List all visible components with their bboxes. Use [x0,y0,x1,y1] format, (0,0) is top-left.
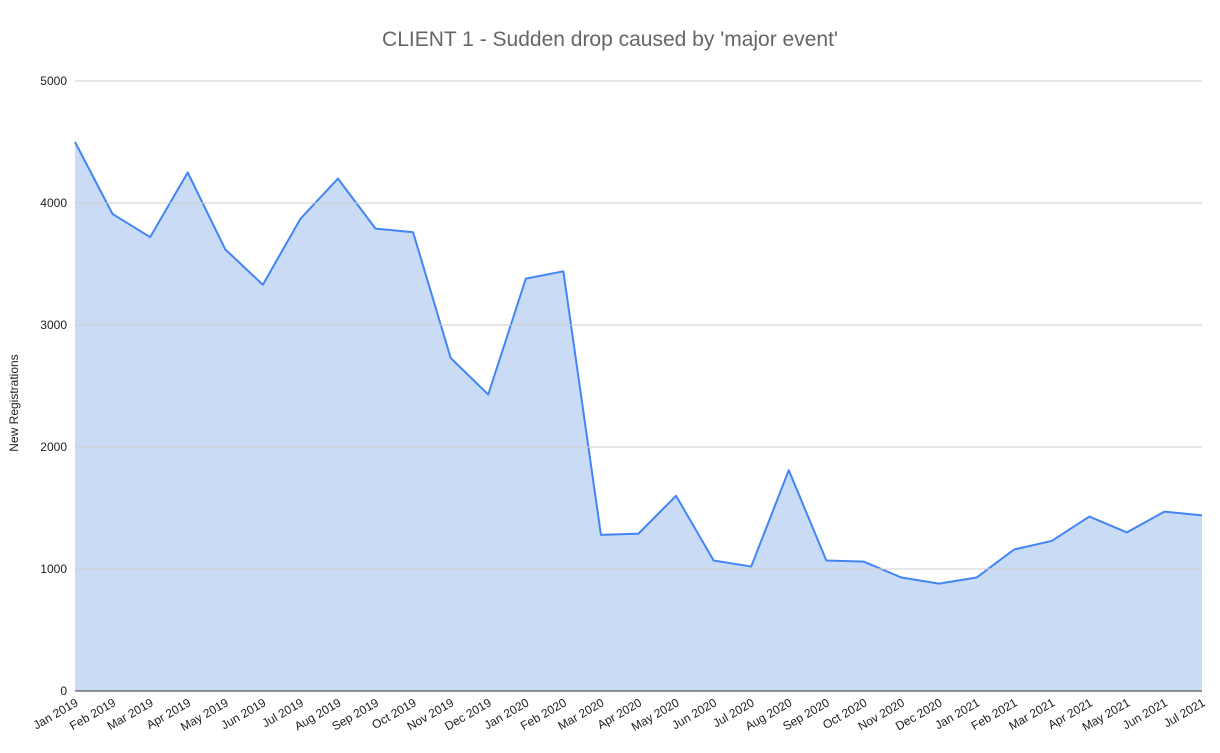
area-fill [75,142,1202,691]
y-tick-label: 2000 [40,440,67,454]
y-axis-label: New Registrations [7,354,21,451]
area-line [74,141,1203,585]
y-tick-label: 4000 [40,196,67,210]
chart-title: CLIENT 1 - Sudden drop caused by 'major … [382,28,838,51]
y-tick-label: 5000 [40,74,67,88]
y-tick-label: 3000 [40,318,67,332]
y-tick-label: 1000 [40,562,67,576]
grid [75,80,1202,692]
y-tick-label: 0 [60,684,67,698]
x-tick-label: Jul 2021 [1161,695,1208,730]
